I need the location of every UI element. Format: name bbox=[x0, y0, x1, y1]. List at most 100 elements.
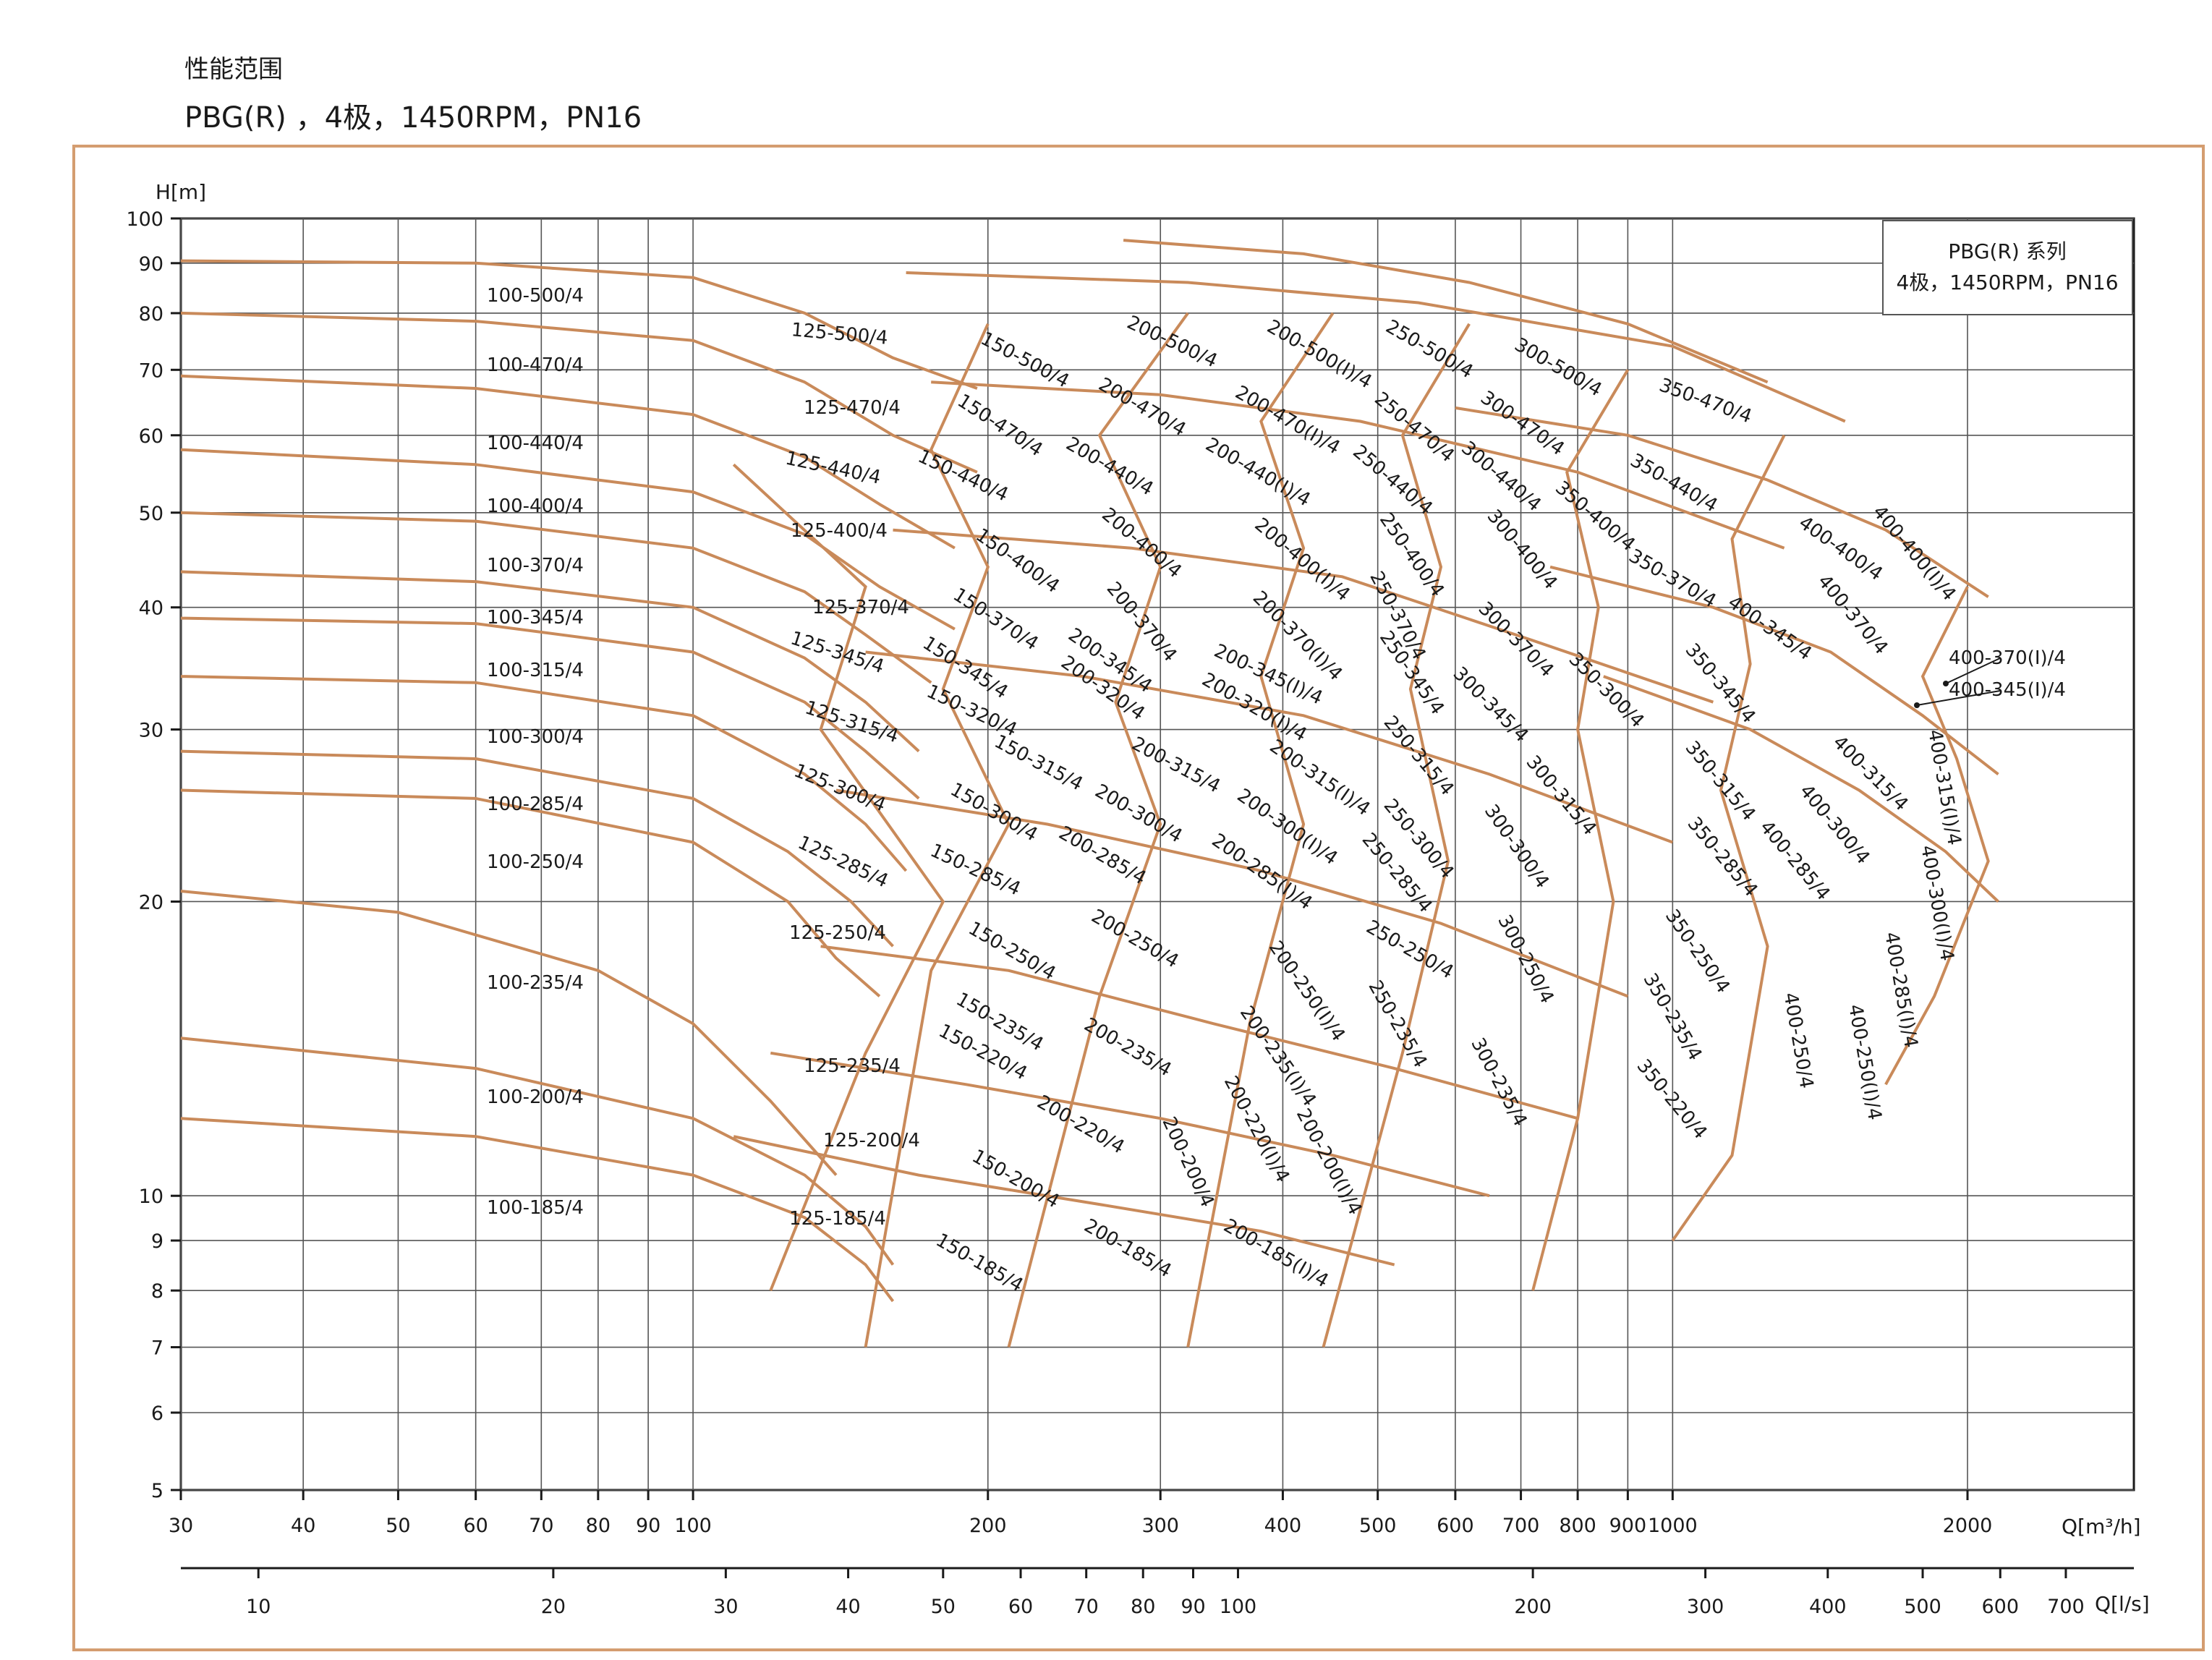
region-label-100-300/4: 100-300/4 bbox=[487, 726, 584, 748]
region-label-300-370/4: 300-370/4 bbox=[1474, 597, 1558, 681]
chart-frame bbox=[72, 145, 2205, 1651]
x-tick-label: 40 bbox=[291, 1515, 315, 1537]
curve-100-400/4 bbox=[180, 448, 956, 631]
region-label-150-250/4: 150-250/4 bbox=[965, 918, 1060, 985]
region-label-125-300/4: 125-300/4 bbox=[791, 760, 888, 817]
page-subtitle: PBG(R) ，4极，1450RPM，PN16 bbox=[184, 101, 642, 135]
region-label-150-470/4: 150-470/4 bbox=[953, 390, 1047, 461]
x2-tick-label: 30 bbox=[713, 1596, 738, 1618]
region-label-250-235/4: 250-235/4 bbox=[1364, 977, 1431, 1072]
y-tick-label: 80 bbox=[139, 303, 163, 325]
region-outline bbox=[1455, 406, 1989, 598]
region-label-400-250/4: 400-250/4 bbox=[1779, 991, 1817, 1090]
curve-100-345/4 bbox=[180, 570, 920, 753]
region-label-350-300/4: 350-300/4 bbox=[1565, 648, 1649, 732]
y-tick-label: 6 bbox=[151, 1403, 163, 1425]
region-label-150-185/4: 150-185/4 bbox=[932, 1230, 1027, 1297]
x2-tick-label: 60 bbox=[1008, 1596, 1033, 1618]
region-label-200-470/4: 200-470/4 bbox=[1095, 374, 1190, 441]
region-label-300-300/4: 300-300/4 bbox=[1480, 801, 1553, 893]
x-tick-label: 600 bbox=[1437, 1515, 1474, 1537]
region-label-300-315/4: 300-315/4 bbox=[1522, 752, 1601, 840]
region-label-400-370/4: 400-370/4 bbox=[1813, 571, 1892, 659]
region-boundary bbox=[1186, 312, 1335, 1348]
region-label-100-235/4: 100-235/4 bbox=[487, 972, 584, 994]
region-label-125-285/4: 125-285/4 bbox=[794, 832, 891, 893]
region-label-100-370/4: 100-370/4 bbox=[487, 555, 584, 576]
region-label-150-200/4: 150-200/4 bbox=[969, 1146, 1063, 1213]
region-label-125-440/4: 125-440/4 bbox=[783, 448, 882, 489]
curve-100-200/4 bbox=[180, 1037, 895, 1266]
region-label-250-500/4: 250-500/4 bbox=[1382, 316, 1477, 383]
y-tick-label: 9 bbox=[151, 1230, 163, 1253]
legend-line-2: 4极，1450RPM，PN16 bbox=[1896, 271, 2118, 294]
region-label-300-440/4: 300-440/4 bbox=[1457, 437, 1545, 516]
x-tick-label: 800 bbox=[1559, 1515, 1596, 1537]
y-tick-label: 100 bbox=[126, 208, 163, 231]
x-tick-label: 500 bbox=[1359, 1515, 1397, 1537]
region-label-350-470/4: 350-470/4 bbox=[1656, 374, 1755, 427]
region-label-125-250/4: 125-250/4 bbox=[789, 922, 886, 944]
region-label-200-285/4: 200-285/4 bbox=[1055, 822, 1150, 890]
region-label-400-345/4: 400-345/4 bbox=[1724, 592, 1816, 665]
axis-layer: 5 6 7 8 9 10 20 30 40 50 60 70 80 90 100 30 40 50 60 70 80 90… bbox=[126, 208, 2134, 1618]
x2-tick-label: 40 bbox=[835, 1596, 860, 1618]
region-outline bbox=[770, 1051, 1490, 1198]
x2-tick-label: 50 bbox=[931, 1596, 956, 1618]
region-outline bbox=[931, 380, 1785, 550]
y-tick-label: 50 bbox=[139, 503, 163, 525]
curve-100-370/4 bbox=[180, 511, 932, 684]
region-outline bbox=[1123, 239, 1769, 384]
curve-100-235/4 bbox=[180, 890, 838, 1176]
region-label-150-315/4: 150-315/4 bbox=[991, 731, 1086, 795]
y-tick-label: 7 bbox=[151, 1337, 163, 1360]
x-tick-label: 100 bbox=[674, 1515, 712, 1537]
region-label-400-285/4: 400-285/4 bbox=[1756, 817, 1834, 905]
region-label-300-345/4: 300-345/4 bbox=[1449, 663, 1533, 746]
legend-box: PBG(R) 系列 4极，1450RPM，PN16 bbox=[1882, 220, 2133, 315]
x-tick-label: 1000 bbox=[1648, 1515, 1698, 1537]
region-outline bbox=[906, 271, 1846, 423]
region-outline bbox=[733, 1135, 1395, 1267]
x-tick-label: 900 bbox=[1609, 1515, 1647, 1537]
region-label-200-500/4: 200-500/4 bbox=[1123, 312, 1220, 373]
region-label-150-370/4: 150-370/4 bbox=[949, 584, 1042, 655]
x2-tick-label: 200 bbox=[1514, 1596, 1552, 1618]
region-label-150-440/4: 150-440/4 bbox=[914, 446, 1011, 506]
region-label-125-470/4: 125-470/4 bbox=[804, 397, 901, 419]
y-tick-label: 70 bbox=[139, 359, 163, 382]
x-axis-title: Q[m³/h] bbox=[2062, 1515, 2141, 1538]
region-boundary bbox=[1531, 369, 1630, 1291]
region-label-350-220/4: 350-220/4 bbox=[1633, 1055, 1711, 1144]
x2-tick-label: 100 bbox=[1220, 1596, 1257, 1618]
grid-layer bbox=[179, 217, 2135, 1491]
legend-line-1: PBG(R) 系列 bbox=[1948, 239, 2067, 263]
region-label-200-250(I)/4: 200-250(I)/4 bbox=[1264, 937, 1349, 1046]
region-label-100-470/4: 100-470/4 bbox=[487, 354, 584, 376]
page-title: 性能范围 bbox=[184, 55, 283, 84]
region-label-350-285/4: 350-285/4 bbox=[1683, 813, 1762, 901]
region-label-400-285(I)/4: 400-285(I)/4 bbox=[1880, 930, 1922, 1050]
region-label-100-440/4: 100-440/4 bbox=[487, 433, 584, 454]
region-label-125-500/4: 125-500/4 bbox=[791, 319, 889, 349]
region-outline bbox=[835, 788, 1629, 998]
x2-tick-label: 300 bbox=[1687, 1596, 1724, 1618]
region-label-150-500/4: 150-500/4 bbox=[977, 328, 1073, 392]
y-tick-label: 5 bbox=[151, 1480, 163, 1502]
region-label-150-285/4: 150-285/4 bbox=[927, 840, 1024, 901]
x-tick-label: 70 bbox=[529, 1515, 553, 1537]
region-label-100-185/4: 100-185/4 bbox=[487, 1197, 584, 1219]
region-label-125-200/4: 125-200/4 bbox=[823, 1130, 920, 1152]
region-label-400-300(I)/4: 400-300(I)/4 bbox=[1916, 843, 1958, 963]
region-label-100-200/4: 100-200/4 bbox=[487, 1086, 584, 1108]
region-outline bbox=[820, 945, 1578, 1120]
x2-axis-title: Q[l/s] bbox=[2095, 1592, 2150, 1616]
x2-tick-label: 90 bbox=[1181, 1596, 1205, 1618]
region-label-200-440(I)/4: 200-440(I)/4 bbox=[1201, 434, 1314, 511]
region-label-300-500/4: 300-500/4 bbox=[1511, 334, 1606, 401]
y-tick-label: 60 bbox=[139, 425, 163, 448]
region-label-200-250/4: 200-250/4 bbox=[1088, 906, 1183, 973]
x-tick-label: 700 bbox=[1502, 1515, 1540, 1537]
x2-tick-label: 500 bbox=[1904, 1596, 1941, 1618]
